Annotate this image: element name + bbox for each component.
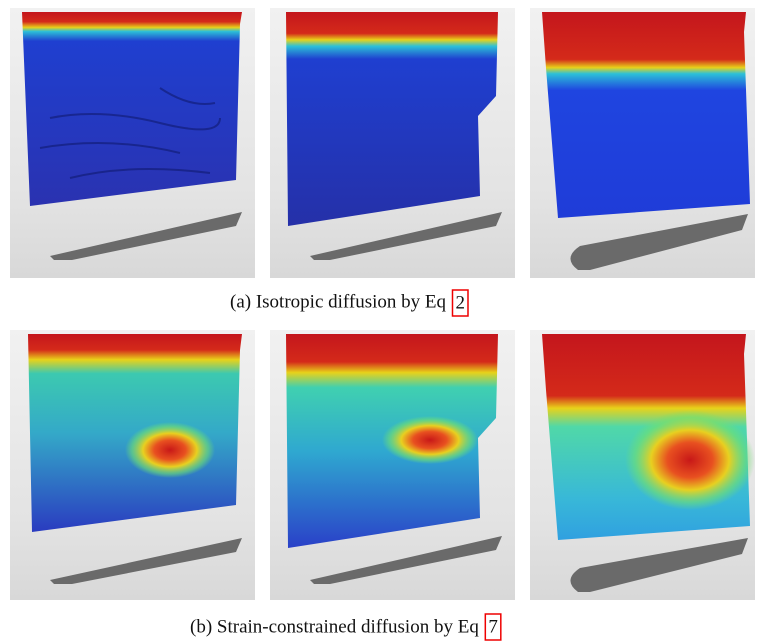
figure: (a) Isotropic diffusion by Eq 2 (b) Stra… (0, 0, 763, 643)
panel (270, 330, 515, 600)
panel (10, 8, 255, 278)
equation-link[interactable]: 2 (452, 290, 468, 316)
panel (530, 8, 755, 278)
caption: (a) Isotropic diffusion by Eq (230, 291, 446, 312)
caption: (b) Strain-constrained diffusion by Eq (190, 616, 479, 637)
equation-ref[interactable]: 2 (455, 292, 465, 313)
panel (530, 330, 755, 600)
equation-link[interactable]: 7 (485, 614, 501, 640)
equation-ref[interactable]: 7 (488, 616, 498, 637)
panel (270, 8, 515, 278)
panel (10, 330, 255, 600)
